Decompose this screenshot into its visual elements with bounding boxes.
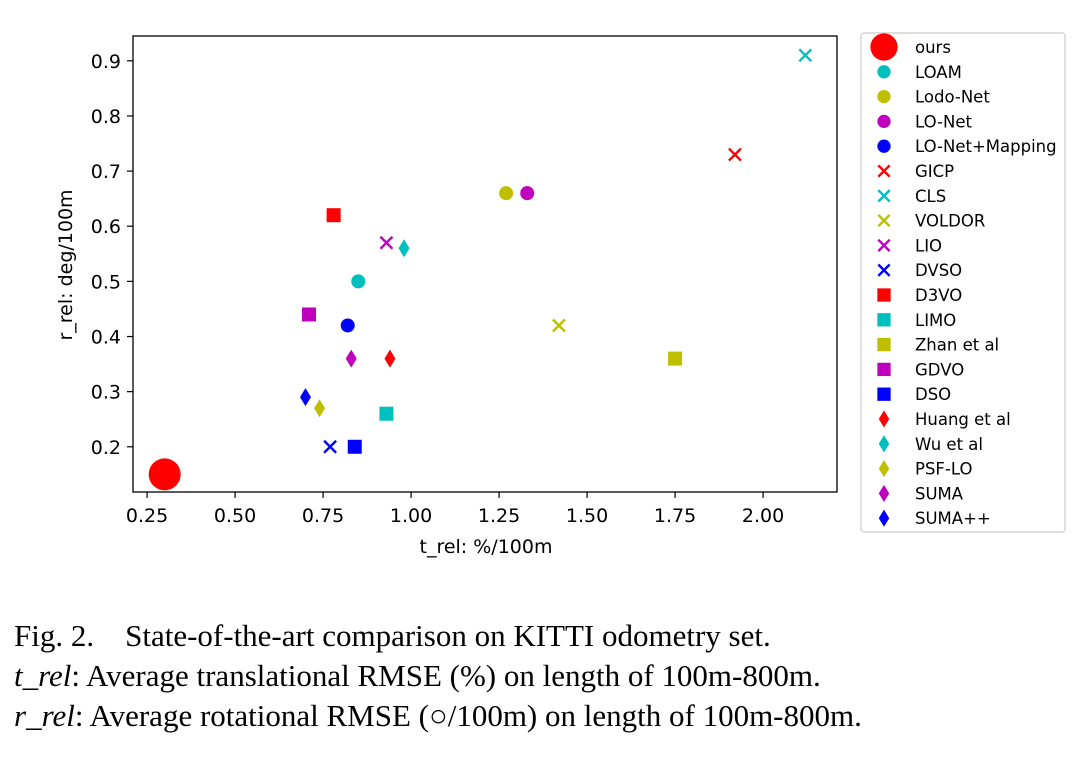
data-point-suma- [299,388,311,407]
data-point-gdvo [302,307,316,322]
legend-marker [877,139,891,153]
y-tick-label: 0.9 [91,51,121,73]
x-tick-label: 1.25 [478,505,520,527]
legend-marker [877,337,891,352]
legend-marker [878,460,890,478]
data-point-wu-et-al [398,239,410,258]
data-point-dvso [323,439,337,454]
x-tick-label: 0.25 [126,505,168,527]
plot-frame [132,35,838,493]
data-point-cls [798,48,813,63]
y-tick-label: 0.7 [91,161,121,183]
legend-label: LIO [915,236,942,255]
data-point-psf-lo [314,399,326,418]
legend-marker [877,238,891,252]
data-point-d3vo [326,208,341,223]
y-tick-label: 0.3 [91,382,121,404]
legend-label: LOAM [915,63,962,82]
caption-figure-label: Fig. 2. [14,618,95,653]
data-point-ours [148,458,181,491]
legend-label: CLS [915,187,946,206]
legend-marker [878,435,890,453]
data-point-huang-et-al [384,349,396,368]
plot-area [132,35,838,493]
data-point-lio [379,235,394,250]
data-point-loam [351,274,366,289]
legend-marker [870,33,898,61]
data-point-dso [347,439,362,454]
legend-marker [877,362,891,377]
caption-title: State-of-the-art comparison on KITTI odo… [125,618,771,653]
legend-marker [877,65,891,79]
caption-line-1: Fig. 2. State-of-the-art comparison on K… [14,616,1074,656]
x-tick-label: 0.75 [302,505,344,527]
x-axis-label: t_rel: %/100m [420,536,553,558]
legend-label: GDVO [915,360,964,379]
legend-marker [878,509,890,527]
caption-r-rel-text: : Average rotational RMSE (○/100m) on le… [74,698,862,733]
data-point-suma [345,349,357,368]
legend-box [860,32,1066,533]
data-point-lo-net-mapping [340,318,355,333]
x-tick-label: 2.00 [742,505,784,527]
legend-marker [877,288,891,302]
y-axis: 0.2 0.3 0.4 0.5 0.6 0.7 0.8 0.9 [91,51,133,459]
caption-line-2: t_rel: Average translational RMSE (%) on… [14,656,1074,696]
y-tick-label: 0.8 [91,106,121,128]
legend-marker [877,164,891,178]
x-tick-label: 0.50 [214,505,256,527]
figure-caption: Fig. 2. State-of-the-art comparison on K… [14,616,1074,736]
legend-marker [877,89,891,104]
legend-label: D3VO [915,286,962,305]
legend-label: Wu et al [915,435,983,454]
legend-marker [877,189,891,203]
legend-marker [877,114,891,129]
legend-label: SUMA [915,484,964,503]
legend-marker [877,313,891,327]
y-tick-label: 0.4 [91,327,121,349]
legend-label: PSF-LO [915,460,972,479]
caption-r-rel-var: r_rel [14,698,75,733]
data-point-zhan-et-al [668,351,683,366]
x-tick-label: 1.50 [566,505,608,527]
legend-label: Huang et al [915,410,1011,429]
legend-marker [877,214,891,228]
y-tick-label: 0.2 [91,437,121,459]
caption-t-rel-text: : Average translational RMSE (%) on leng… [71,658,821,693]
legend-label: Zhan et al [915,336,999,355]
legend-marker [878,484,890,502]
legend-label: SUMA++ [915,509,991,528]
x-tick-label: 1.00 [390,505,432,527]
y-tick-label: 0.6 [91,216,121,238]
scatter-chart: 0.25 0.50 0.75 1.00 1.25 1.50 1.75 2.00 0.20.30… [55,32,1066,558]
legend-label: LO-Net+Mapping [915,137,1057,156]
legend-label: ours [915,38,951,57]
caption-t-rel-var: t_rel [14,658,72,693]
legend-label: DVSO [915,261,962,280]
legend-marker [877,263,891,277]
legend-label: VOLDOR [915,212,985,231]
caption-line-3: r_rel: Average rotational RMSE (○/100m) … [14,696,1074,736]
y-tick-label: 0.5 [91,271,121,293]
data-point-voldor [552,318,566,333]
x-tick-label: 1.75 [654,505,696,527]
legend-label: Lodo-Net [915,88,990,107]
data-point-lodo-net [499,186,514,201]
data-point-gicp [728,147,742,162]
data-point-lo-net [520,186,535,201]
legend-label: DSO [915,385,951,404]
data-point-limo [379,406,394,421]
legend-marker [877,387,891,401]
data-markers [148,48,813,491]
legend: ours LOAM Lodo-Net LO-Net LO-Net+Mapping GICP… [860,32,1066,533]
y-axis-label: r_rel: deg/100m [55,189,77,340]
legend-label: GICP [915,162,954,181]
x-axis: 0.25 0.50 0.75 1.00 1.25 1.50 1.75 2.00 [126,492,784,527]
legend-label: LO-Net [915,112,972,131]
legend-marker [878,410,890,428]
legend-label: LIMO [915,311,956,330]
